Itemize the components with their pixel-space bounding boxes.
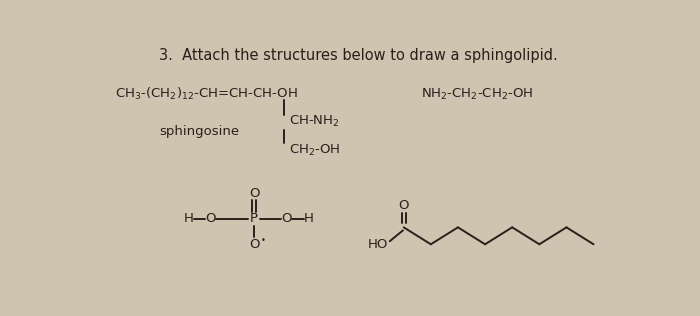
Text: O: O (398, 199, 409, 212)
Text: sphingosine: sphingosine (160, 125, 239, 137)
Text: 3.  Attach the structures below to draw a sphingolipid.: 3. Attach the structures below to draw a… (160, 48, 558, 63)
Text: CH$_2$-OH: CH$_2$-OH (289, 143, 340, 158)
Text: H: H (303, 212, 314, 225)
Text: O: O (206, 212, 216, 225)
Text: O: O (249, 187, 260, 200)
Text: CH$_3$-(CH$_2$)$_{12}$-CH=CH-CH-OH: CH$_3$-(CH$_2$)$_{12}$-CH=CH-CH-OH (115, 86, 298, 102)
Text: P: P (250, 212, 258, 225)
Text: NH$_2$-CH$_2$-CH$_2$-OH: NH$_2$-CH$_2$-CH$_2$-OH (421, 87, 533, 102)
Text: O: O (249, 238, 260, 251)
Text: HO: HO (368, 238, 388, 251)
Text: H: H (184, 212, 194, 225)
Text: O: O (281, 212, 292, 225)
Text: CH-NH$_2$: CH-NH$_2$ (289, 114, 340, 129)
Text: •: • (260, 236, 265, 245)
